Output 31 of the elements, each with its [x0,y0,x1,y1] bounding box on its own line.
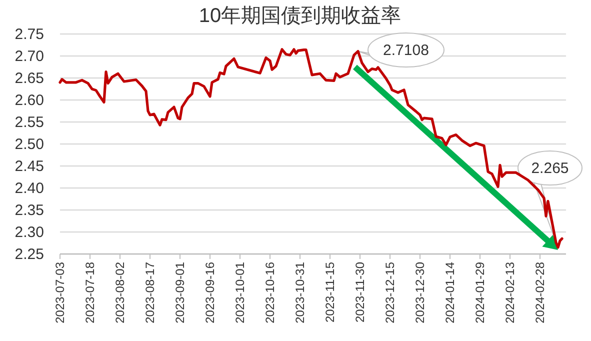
x-tick-label: 2023-11-15 [323,262,337,322]
x-tick-label: 2023-10-31 [293,262,307,324]
x-tick-label: 2023-12-15 [383,262,397,324]
y-tick-label: 2.45 [14,158,44,175]
y-tick-label: 2.55 [14,114,44,131]
x-tick-label: 2023-11-30 [353,262,367,322]
x-tick-label: 2024-02-13 [503,262,517,324]
x-tick-label: 2024-02-28 [533,262,547,324]
x-tick-label: 2024-01-14 [443,262,457,324]
annotation: 2.265 [531,160,569,177]
y-tick-label: 2.75 [14,26,44,43]
x-tick-label: 2023-10-01 [233,262,247,324]
chart-title: 10年期国债到期收益率 [198,5,402,27]
x-tick-label: 2023-07-18 [83,262,97,324]
y-tick-label: 2.65 [14,70,44,87]
x-tick-label: 2023-10-16 [263,262,277,324]
y-tick-label: 2.25 [14,246,44,263]
y-tick-label: 2.50 [14,136,44,153]
annotation: 2.7108 [383,42,429,59]
y-tick-label: 2.60 [14,92,44,109]
y-tick-label: 2.40 [14,180,44,197]
y-tick-label: 2.70 [14,48,44,65]
x-tick-label: 2023-09-01 [173,262,187,324]
x-tick-label: 2023-08-17 [143,262,157,324]
x-tick-label: 2024-01-29 [473,262,487,324]
y-tick-label: 2.35 [14,202,44,219]
y-tick-label: 2.30 [14,224,44,241]
x-tick-label: 2023-12-30 [413,262,427,324]
x-tick-label: 2023-09-16 [203,262,217,324]
x-tick-label: 2023-08-02 [113,262,127,324]
x-tick-label: 2023-07-03 [53,262,67,324]
